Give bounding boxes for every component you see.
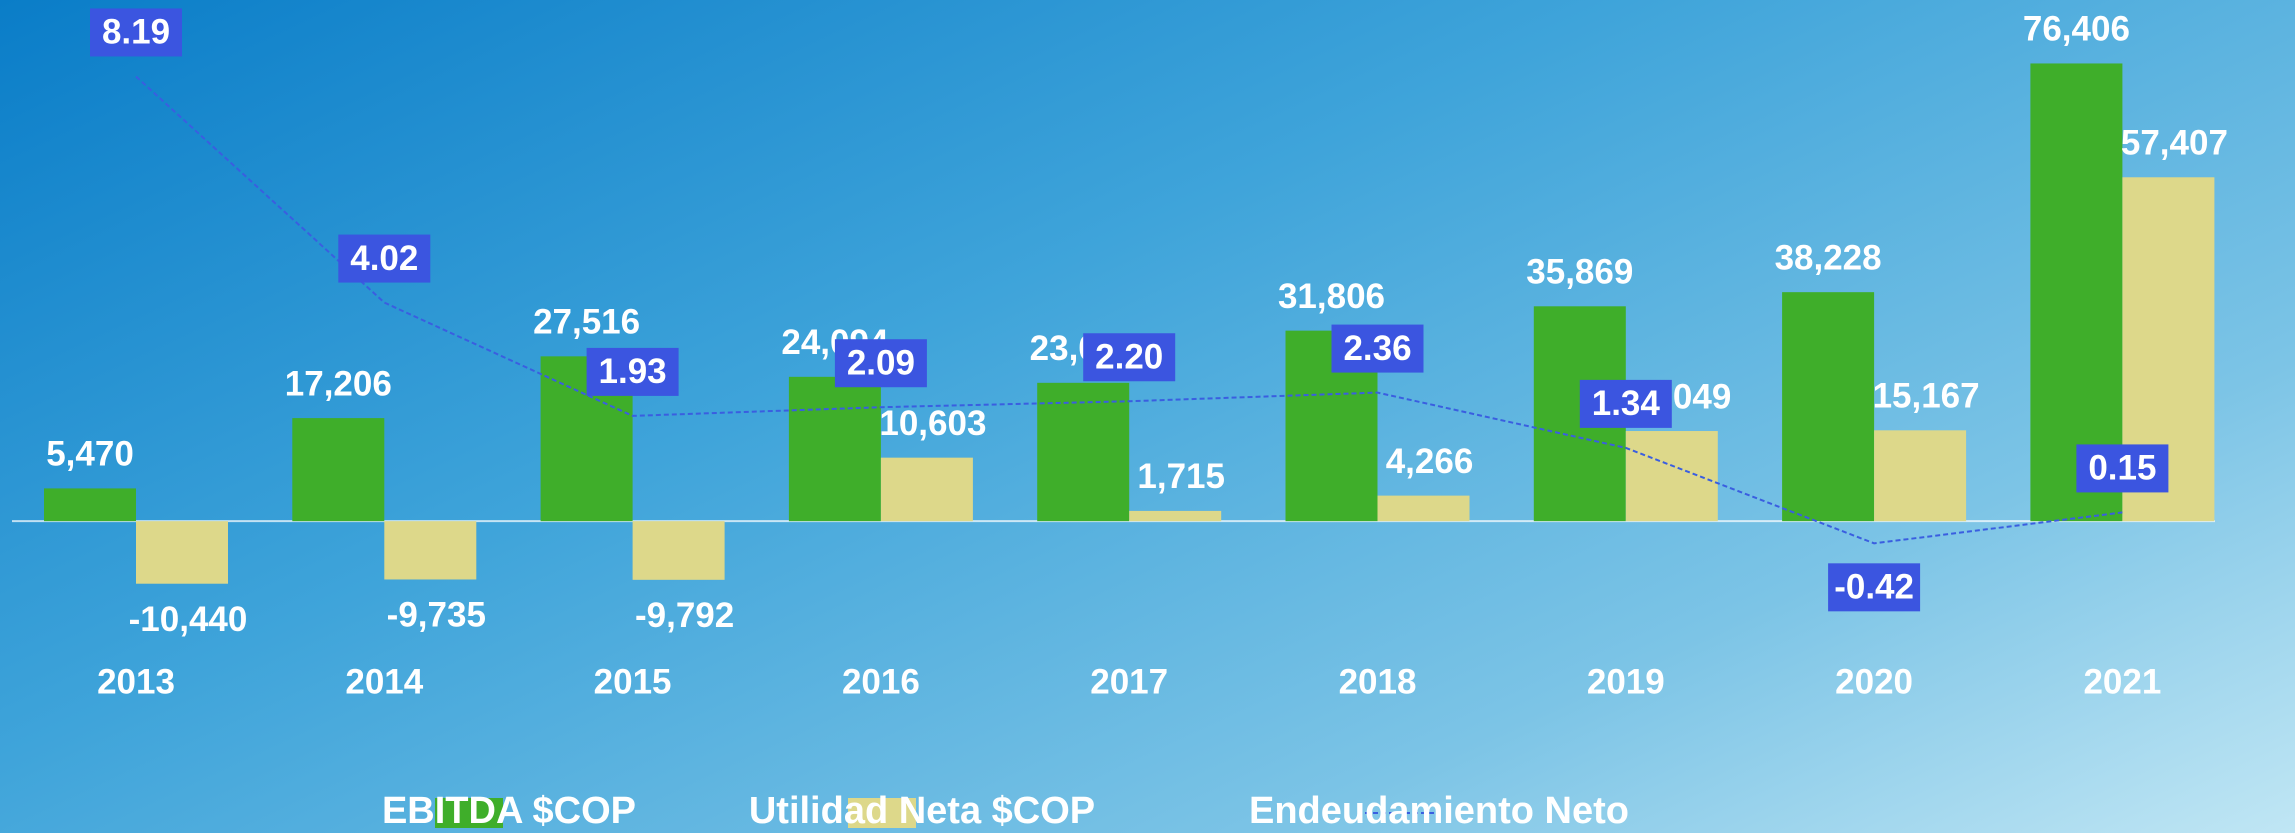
data-label: 4.02	[350, 239, 418, 278]
bar	[1782, 292, 1875, 522]
data-label: 57,407	[2121, 124, 2228, 163]
data-label: 15,167	[1873, 377, 1980, 416]
data-label: 27,516	[533, 303, 640, 342]
x-tick-label: 2021	[2083, 662, 2161, 701]
label-box	[1083, 333, 1176, 382]
x-tick-label: 2019	[1587, 662, 1665, 701]
legend-label: Utilidad Neta $COP	[749, 790, 1095, 832]
data-label: -9,792	[635, 596, 734, 635]
line	[135, 75, 2123, 545]
data-label: 2.36	[1343, 329, 1411, 368]
label-box	[2076, 444, 2169, 493]
legend-swatch	[848, 798, 916, 828]
bar	[136, 521, 228, 584]
x-tick-label: 2013	[97, 662, 175, 701]
data-label: 17,206	[285, 364, 392, 403]
legend-label: Endeudamiento Neto	[1249, 790, 1629, 832]
x-tick-label: 2018	[1339, 662, 1417, 701]
data-label: 5,470	[46, 435, 134, 474]
data-label: 8.19	[102, 13, 170, 52]
data-label: 1.93	[599, 352, 667, 391]
label-box	[834, 339, 927, 388]
data-label: 31,806	[1278, 277, 1385, 316]
bar	[1625, 431, 1718, 522]
x-tick-label: 2015	[594, 662, 672, 701]
x-tick-label: 2014	[345, 662, 423, 701]
bar	[1874, 430, 1967, 522]
data-label: 35,869	[1526, 253, 1633, 292]
label-box	[1579, 379, 1672, 428]
legend-label: EBITDA $COP	[382, 790, 636, 832]
data-label: -10,440	[129, 600, 248, 639]
x-tick-label: 2017	[1090, 662, 1168, 701]
data-label: 2.20	[1095, 338, 1163, 377]
data-label: 10,603	[879, 404, 986, 443]
label-box	[1331, 324, 1424, 373]
bar	[788, 376, 881, 522]
data-label: 0.15	[2088, 449, 2156, 488]
bar	[384, 521, 477, 580]
data-label: -9,735	[387, 596, 486, 635]
data-label: 1,715	[1137, 457, 1225, 496]
data-label: 2.09	[847, 343, 915, 382]
bar	[632, 521, 725, 580]
bar	[1129, 510, 1222, 522]
data-label: 1.34	[1592, 384, 1661, 423]
bar	[1377, 495, 1470, 522]
label-box	[338, 234, 431, 283]
data-label: 38,228	[1775, 238, 1882, 277]
data-label: 76,406	[2023, 10, 2130, 49]
label-box	[586, 347, 679, 396]
bar	[292, 418, 385, 522]
bar	[1037, 382, 1130, 522]
x-tick-label: 2020	[1835, 662, 1913, 701]
legend-swatch	[435, 798, 503, 828]
label-box	[1828, 563, 1921, 612]
x-tick-label: 2016	[842, 662, 920, 701]
bar	[880, 457, 973, 522]
label-box	[90, 8, 182, 57]
data-label: -0.42	[1834, 568, 1914, 607]
data-label: 4,266	[1386, 442, 1474, 481]
bar	[44, 488, 136, 522]
